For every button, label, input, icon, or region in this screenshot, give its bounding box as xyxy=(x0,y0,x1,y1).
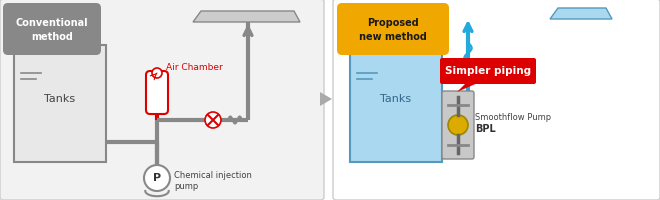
FancyBboxPatch shape xyxy=(337,4,449,56)
Polygon shape xyxy=(457,83,480,93)
Circle shape xyxy=(448,115,468,135)
Text: Tanks: Tanks xyxy=(44,94,75,104)
Polygon shape xyxy=(320,93,332,106)
Circle shape xyxy=(152,69,162,79)
Text: Smoothflow Pump: Smoothflow Pump xyxy=(475,113,551,122)
Text: Conventional
method: Conventional method xyxy=(16,18,88,42)
FancyBboxPatch shape xyxy=(146,72,168,114)
Text: BPL: BPL xyxy=(475,123,496,133)
Text: Tanks: Tanks xyxy=(380,94,412,104)
Text: Air Chamber: Air Chamber xyxy=(166,62,223,71)
Text: Chemical injection
pump: Chemical injection pump xyxy=(174,170,252,190)
FancyBboxPatch shape xyxy=(333,0,660,200)
Circle shape xyxy=(144,165,170,191)
FancyBboxPatch shape xyxy=(3,4,101,56)
FancyBboxPatch shape xyxy=(442,92,474,159)
Bar xyxy=(14,46,106,162)
FancyBboxPatch shape xyxy=(440,59,536,85)
Text: Simpler piping: Simpler piping xyxy=(445,66,531,76)
FancyBboxPatch shape xyxy=(0,0,324,200)
Circle shape xyxy=(205,112,221,128)
Bar xyxy=(350,46,442,162)
Polygon shape xyxy=(550,9,612,20)
Text: P: P xyxy=(153,172,161,182)
Text: Proposed
new method: Proposed new method xyxy=(359,18,427,42)
Polygon shape xyxy=(193,12,300,23)
